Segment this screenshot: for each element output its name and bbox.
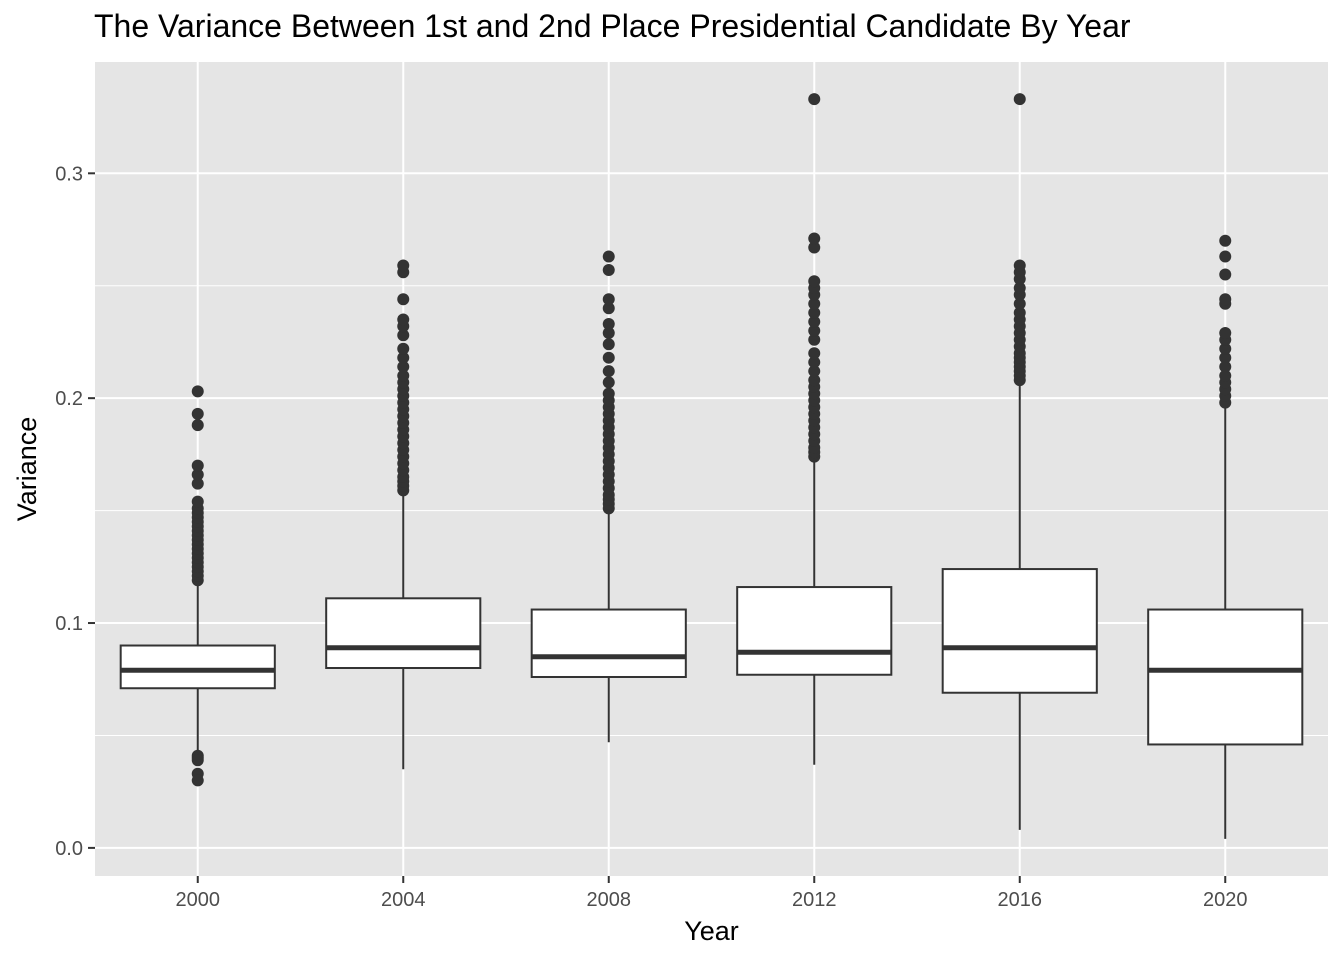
outlier-point — [602, 387, 615, 400]
outlier-point — [397, 293, 410, 306]
outlier-point — [191, 495, 204, 508]
y-tick-label: 0.1 — [55, 613, 83, 635]
outlier-point — [397, 329, 410, 342]
y-tick-label: 0.2 — [55, 388, 83, 410]
box-iqr — [1147, 608, 1304, 746]
outlier-point — [1219, 342, 1232, 355]
outlier-point — [191, 477, 204, 490]
outlier-point — [808, 241, 821, 254]
outlier-point — [808, 93, 821, 106]
outlier-point — [397, 360, 410, 373]
outlier-point — [808, 324, 821, 337]
box-2000 — [119, 385, 276, 787]
outlier-point — [602, 338, 615, 351]
outlier-point — [191, 419, 204, 432]
outlier-point — [191, 407, 204, 420]
y-tick-label: 0.3 — [55, 163, 83, 185]
outlier-point — [808, 374, 821, 387]
outlier-point — [1219, 326, 1232, 339]
box-2004 — [325, 259, 482, 770]
outlier-point — [191, 468, 204, 481]
box-iqr — [941, 568, 1098, 694]
outlier-point — [397, 351, 410, 364]
outlier-point — [808, 315, 821, 328]
outlier-point — [397, 313, 410, 326]
outlier-point — [602, 376, 615, 389]
outlier-point — [1013, 306, 1026, 319]
outlier-point — [1219, 268, 1232, 281]
outlier-point — [808, 356, 821, 369]
box-iqr — [530, 608, 687, 678]
x-tick-label: 2008 — [587, 889, 632, 911]
outlier-point — [808, 306, 821, 319]
outlier-point — [397, 259, 410, 272]
outlier-point — [1219, 293, 1232, 306]
box-2012 — [736, 93, 893, 765]
box-series — [119, 93, 1304, 839]
outlier-point — [397, 369, 410, 382]
outlier-point — [1013, 281, 1026, 294]
outlier-point — [191, 774, 204, 787]
outlier-point — [602, 263, 615, 276]
outlier-point — [808, 275, 821, 288]
x-axis-title: Year — [684, 916, 739, 946]
outlier-point — [602, 250, 615, 263]
grid-minor-lines — [95, 285, 1328, 736]
box-2020 — [1147, 234, 1304, 839]
outlier-point — [602, 302, 615, 315]
plot-panel — [95, 62, 1328, 876]
outlier-point — [602, 365, 615, 378]
chart-title: The Variance Between 1st and 2nd Place P… — [94, 8, 1131, 44]
x-tick-label: 2012 — [792, 889, 837, 911]
x-tick-label: 2016 — [998, 889, 1043, 911]
outlier-point — [1013, 93, 1026, 106]
outlier-point — [397, 342, 410, 355]
outlier-point — [602, 326, 615, 339]
outlier-point — [808, 347, 821, 360]
box-2008 — [530, 250, 687, 743]
outlier-point — [602, 317, 615, 330]
x-tick-label: 2004 — [381, 889, 426, 911]
outlier-point — [191, 754, 204, 767]
outlier-point — [808, 232, 821, 245]
box-iqr — [325, 597, 482, 670]
outlier-point — [1013, 297, 1026, 310]
outlier-point — [602, 351, 615, 364]
y-axis: 0.0 0.1 0.2 0.3 — [55, 163, 95, 860]
outlier-point — [191, 385, 204, 398]
x-tick-label: 2000 — [176, 889, 221, 911]
outlier-point — [808, 297, 821, 310]
box-2016 — [941, 93, 1098, 830]
box-iqr — [119, 644, 276, 690]
y-tick-label: 0.0 — [55, 838, 83, 860]
outlier-point — [1219, 234, 1232, 247]
y-axis-title: Variance — [12, 417, 42, 522]
outlier-point — [808, 365, 821, 378]
outlier-point — [808, 333, 821, 346]
x-axis: 2000 2004 2008 2012 2016 2020 — [176, 876, 1248, 911]
outlier-point — [191, 459, 204, 472]
x-tick-label: 2020 — [1203, 889, 1248, 911]
box-iqr — [736, 586, 893, 676]
outlier-point — [1219, 360, 1232, 373]
outlier-point — [1013, 259, 1026, 272]
outlier-point — [1219, 250, 1232, 263]
outlier-point — [1219, 351, 1232, 364]
outlier-point — [602, 293, 615, 306]
outlier-point — [1219, 369, 1232, 382]
